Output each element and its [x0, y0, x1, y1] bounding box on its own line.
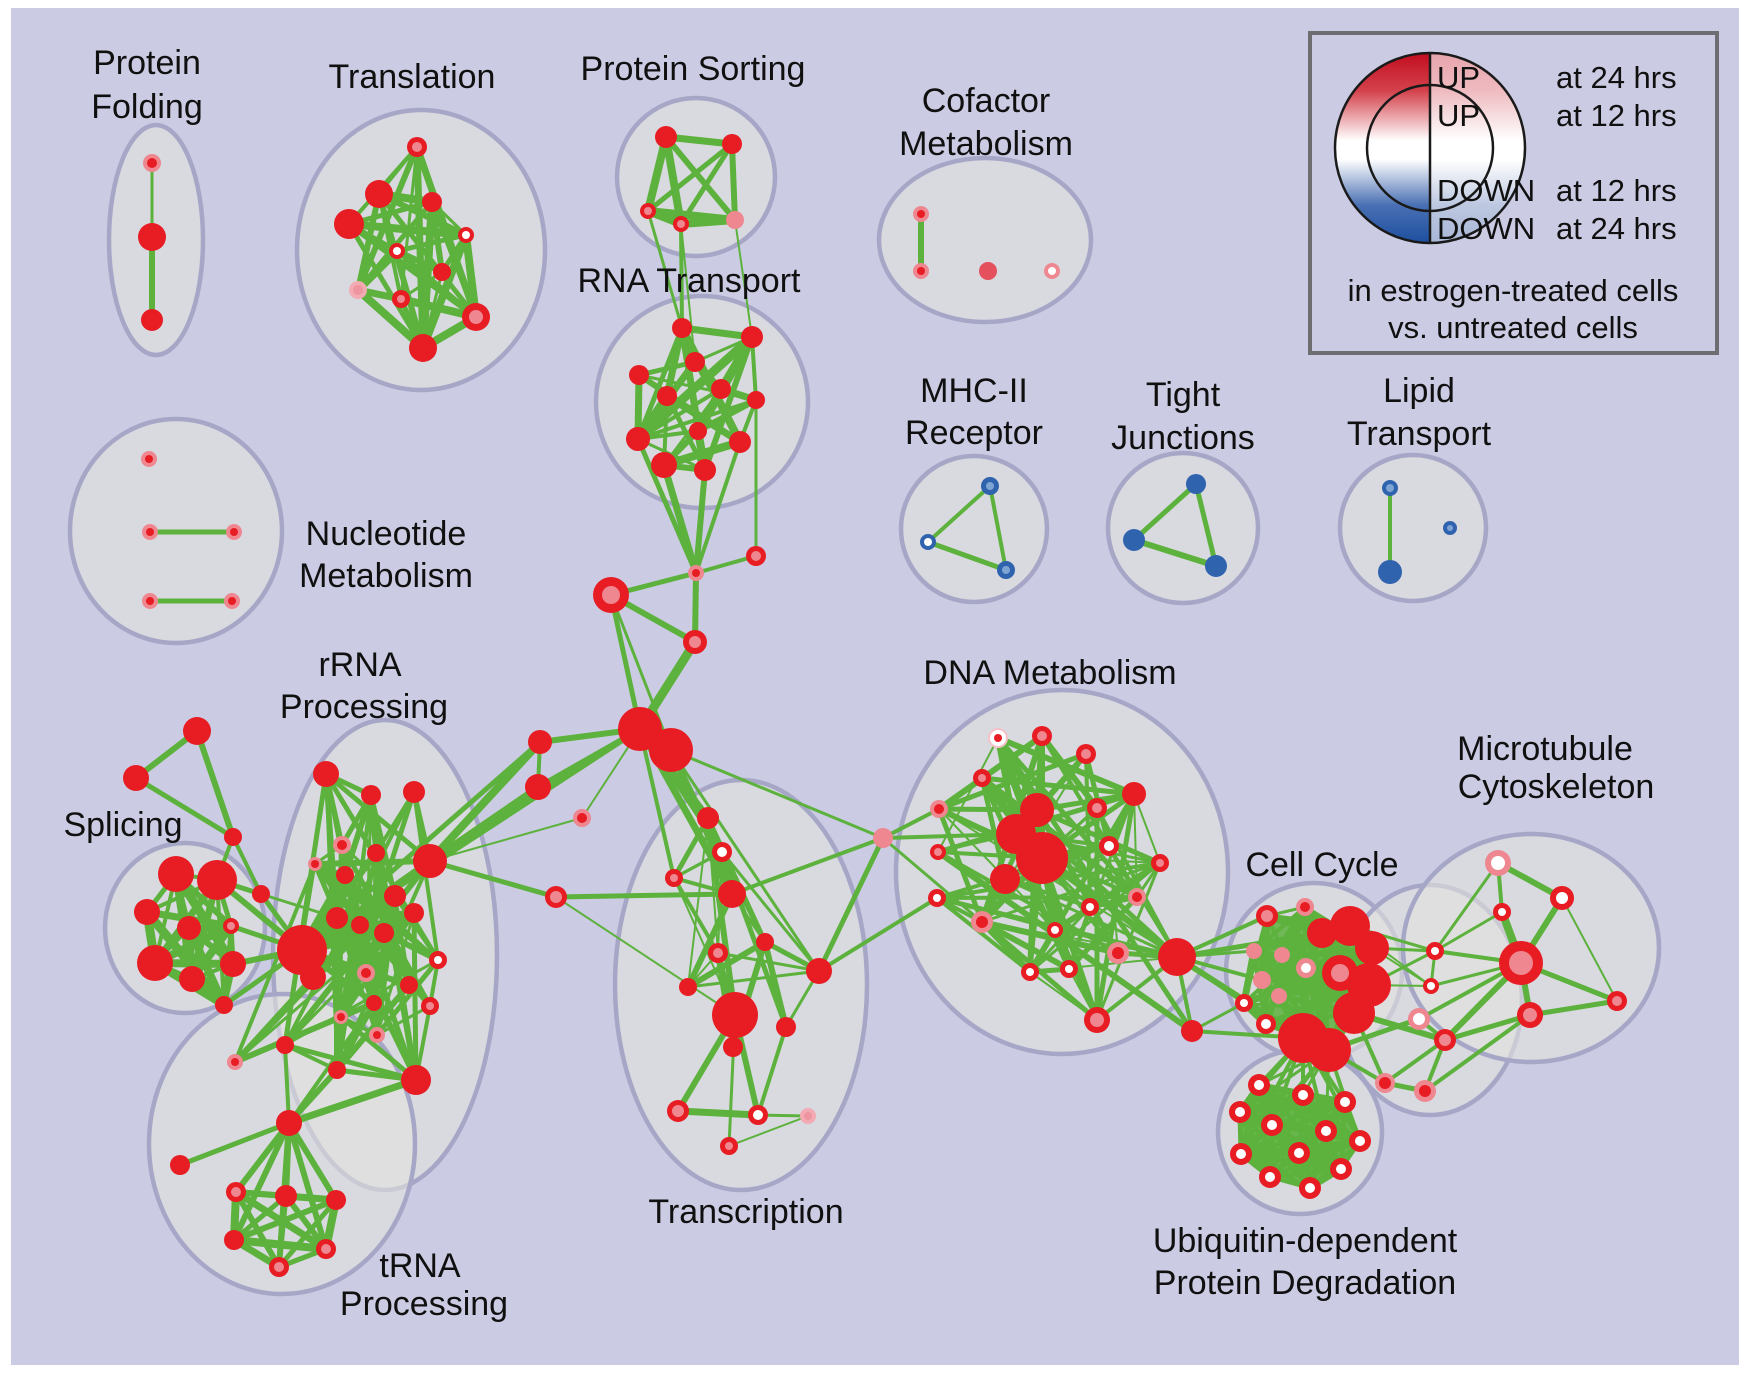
svg-text:Junctions: Junctions: [1111, 419, 1255, 457]
svg-text:Receptor: Receptor: [905, 414, 1043, 452]
svg-text:UP: UP: [1437, 60, 1480, 95]
svg-text:UP: UP: [1437, 98, 1480, 133]
svg-text:at 24 hrs: at 24 hrs: [1556, 60, 1677, 95]
svg-text:Cofactor: Cofactor: [922, 82, 1051, 120]
svg-text:Cytoskeleton: Cytoskeleton: [1458, 768, 1655, 806]
svg-text:Protein Sorting: Protein Sorting: [581, 50, 806, 88]
svg-text:in estrogen-treated cells: in estrogen-treated cells: [1348, 273, 1679, 308]
svg-text:Protein: Protein: [93, 44, 201, 82]
svg-text:Translation: Translation: [329, 58, 496, 96]
svg-text:tRNA: tRNA: [379, 1247, 461, 1285]
svg-text:at 24 hrs: at 24 hrs: [1556, 211, 1677, 246]
svg-text:RNA Transport: RNA Transport: [578, 262, 802, 300]
svg-text:Metabolism: Metabolism: [899, 125, 1073, 163]
svg-text:Processing: Processing: [280, 688, 448, 726]
svg-text:Protein Degradation: Protein Degradation: [1154, 1264, 1456, 1302]
svg-text:at 12 hrs: at 12 hrs: [1556, 173, 1677, 208]
svg-text:DOWN: DOWN: [1437, 211, 1535, 246]
svg-text:rRNA: rRNA: [318, 646, 401, 684]
svg-text:Processing: Processing: [340, 1285, 508, 1323]
svg-text:Splicing: Splicing: [63, 806, 182, 844]
svg-text:Lipid: Lipid: [1383, 372, 1455, 410]
svg-text:DOWN: DOWN: [1437, 173, 1535, 208]
svg-text:Tight: Tight: [1146, 376, 1221, 414]
svg-text:DNA Metabolism: DNA Metabolism: [923, 654, 1176, 692]
svg-text:Metabolism: Metabolism: [299, 557, 473, 595]
svg-text:Transcription: Transcription: [648, 1193, 843, 1231]
svg-text:at 12 hrs: at 12 hrs: [1556, 98, 1677, 133]
svg-text:vs. untreated cells: vs. untreated cells: [1388, 310, 1638, 345]
svg-text:Microtubule: Microtubule: [1457, 730, 1633, 768]
svg-text:Ubiquitin-dependent: Ubiquitin-dependent: [1153, 1222, 1458, 1260]
svg-text:MHC-II: MHC-II: [920, 372, 1028, 410]
svg-text:Folding: Folding: [91, 88, 203, 126]
svg-text:Transport: Transport: [1347, 415, 1492, 453]
svg-text:Cell Cycle: Cell Cycle: [1245, 846, 1398, 884]
svg-text:Nucleotide: Nucleotide: [306, 515, 467, 553]
